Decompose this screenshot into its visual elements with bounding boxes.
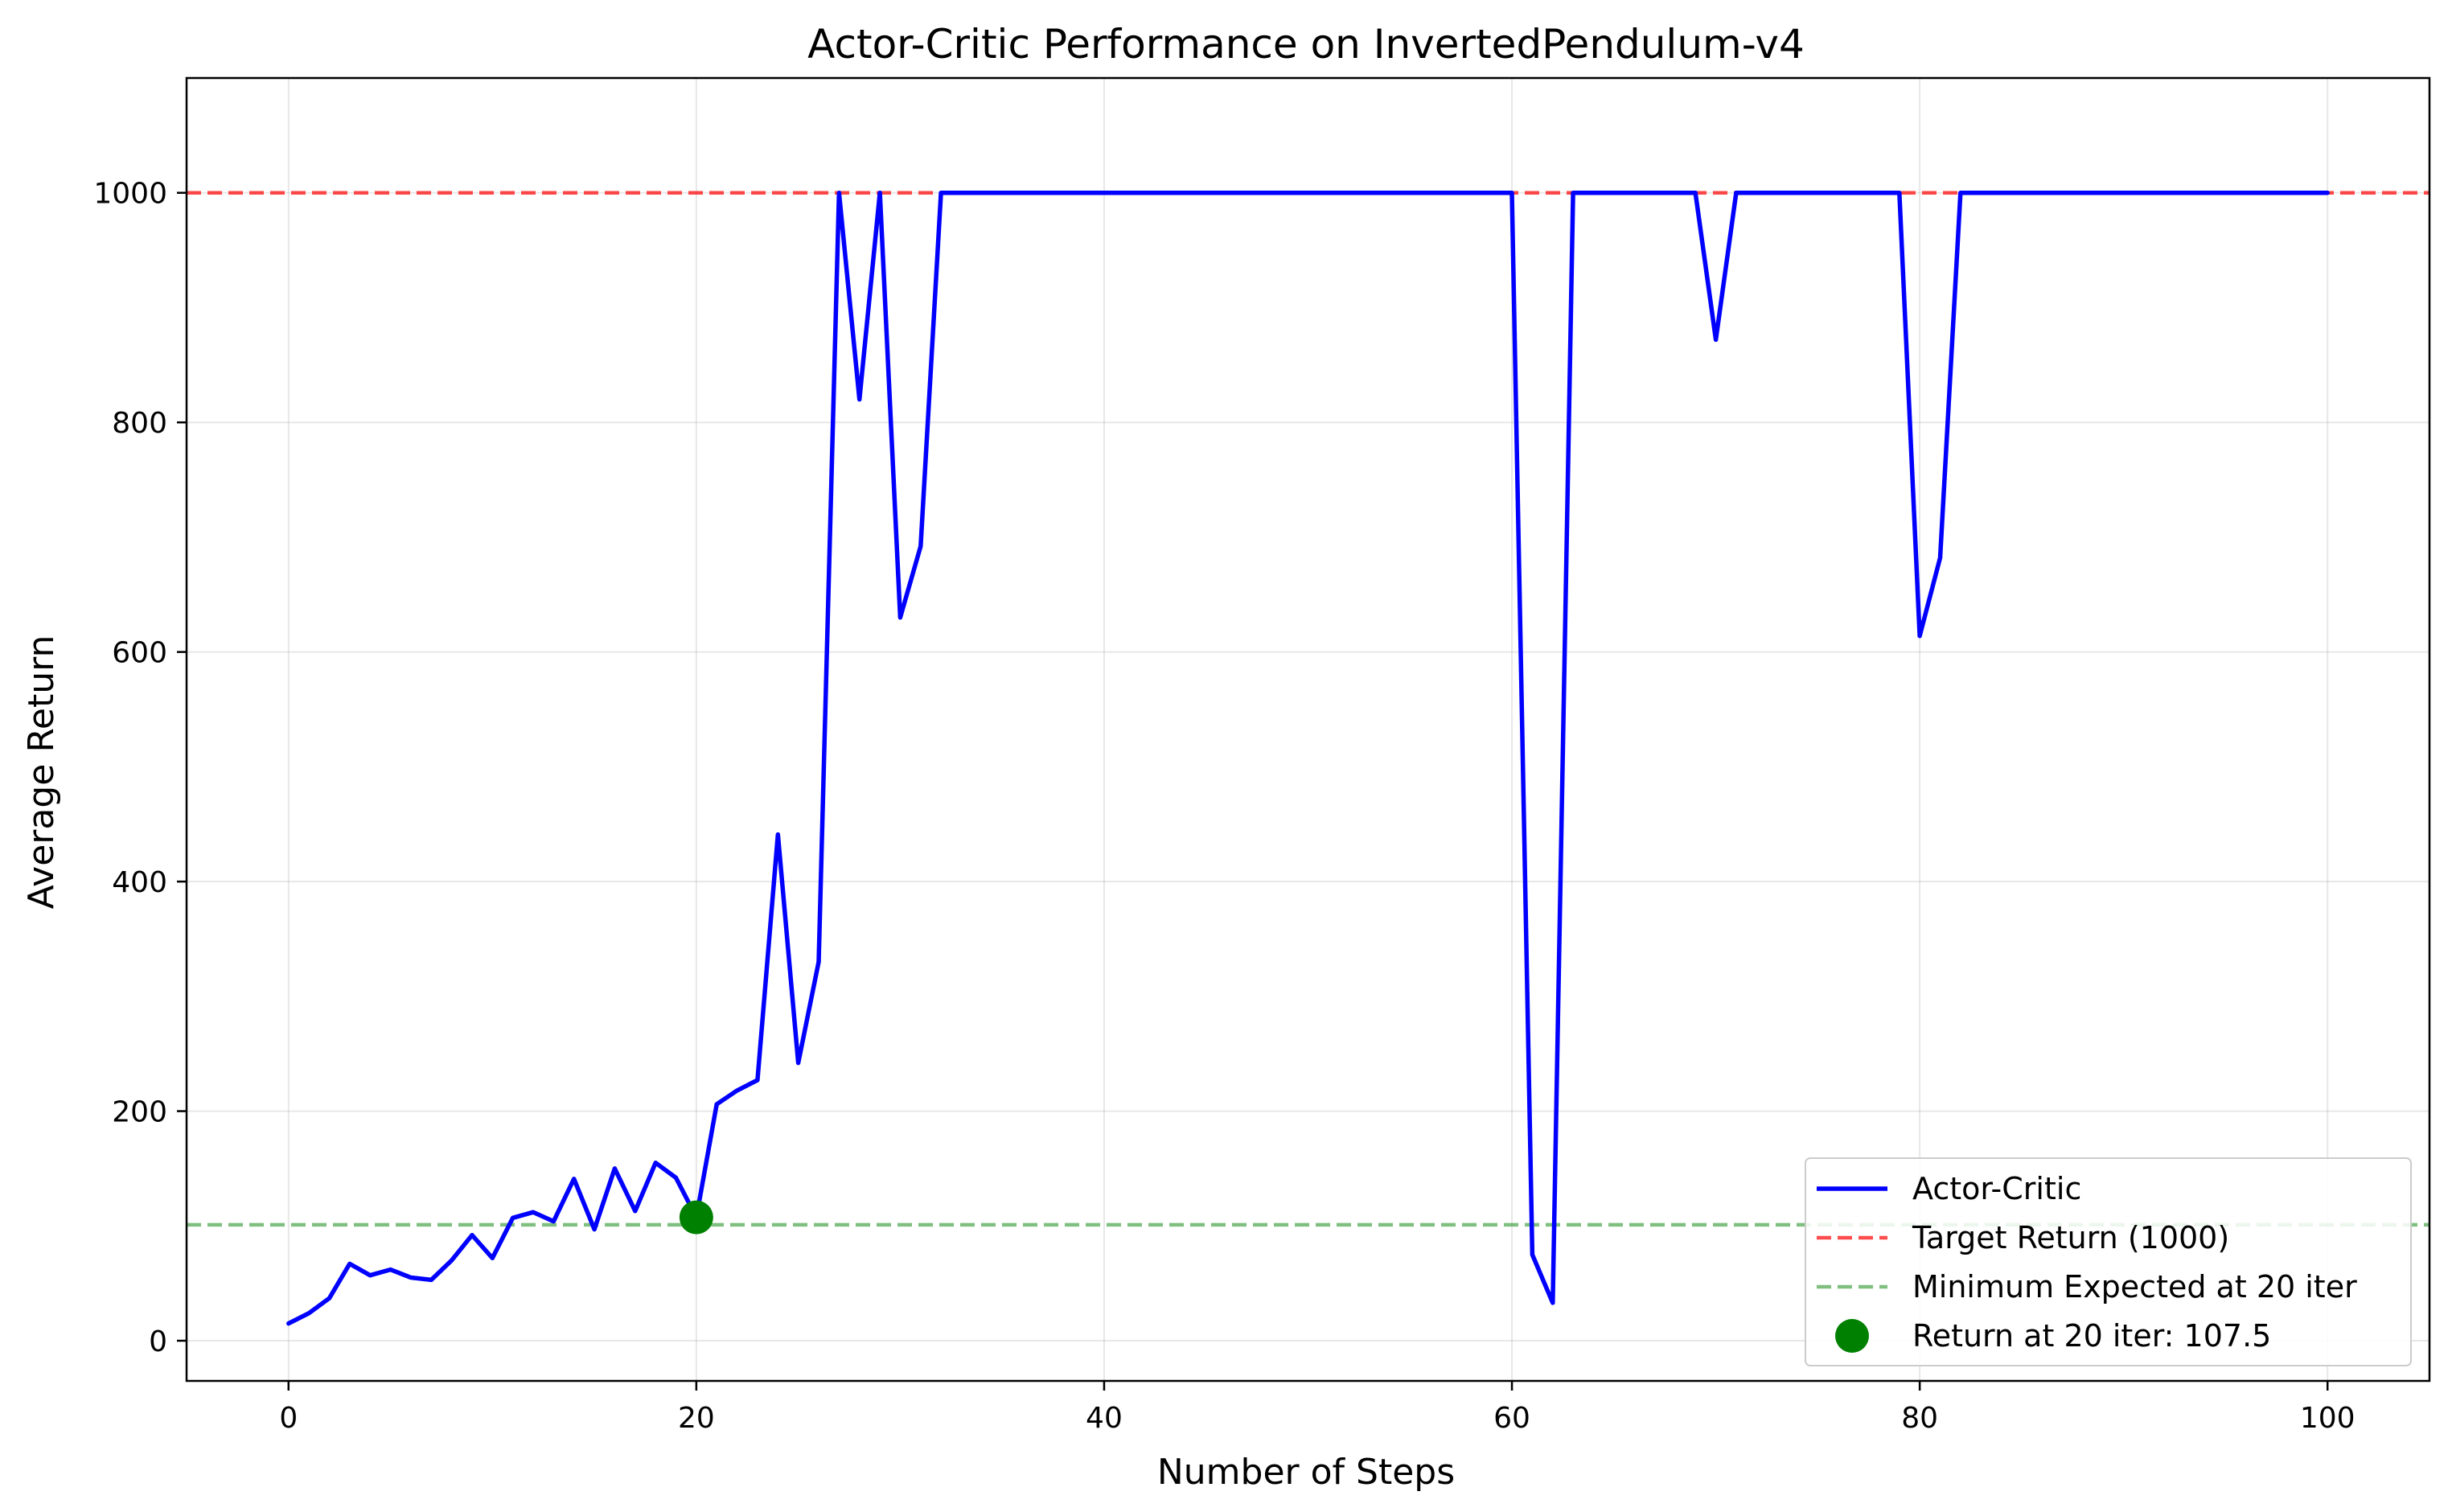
chart-title: Actor-Critic Performance on InvertedPend…	[807, 21, 1805, 68]
legend-label-1: Target Return (1000)	[1912, 1220, 2229, 1255]
marker-point-0	[679, 1200, 713, 1235]
y-tick-label: 800	[112, 407, 167, 440]
x-tick-label: 40	[1086, 1402, 1123, 1435]
y-axis-label: Average Return	[21, 635, 62, 910]
y-tick-label: 0	[149, 1325, 167, 1358]
y-axis-ticks: 0 200 400 600 800 1000	[93, 178, 187, 1358]
series-lines	[286, 190, 2330, 1326]
grid	[187, 78, 2429, 1381]
x-tick-label: 60	[1493, 1402, 1530, 1435]
y-tick-label: 1000	[93, 178, 167, 211]
legend-label-2: Minimum Expected at 20 iter	[1912, 1269, 2357, 1305]
legend-label-0: Actor-Critic	[1912, 1171, 2081, 1206]
legend-label-3: Return at 20 iter: 107.5	[1912, 1318, 2271, 1354]
legend-box	[1805, 1157, 2412, 1366]
y-tick-label: 600	[112, 637, 167, 670]
series-line-0	[286, 190, 2330, 1326]
y-tick-label: 400	[112, 866, 167, 899]
y-tick-label: 200	[112, 1096, 167, 1129]
x-axis-label: Number of Steps	[1157, 1452, 1455, 1493]
markers	[679, 1200, 713, 1235]
x-tick-label: 100	[2300, 1402, 2355, 1435]
x-tick-label: 80	[1901, 1402, 1938, 1435]
legend-swatch-3	[1835, 1319, 1869, 1353]
x-tick-label: 0	[279, 1402, 298, 1435]
plot-frame	[185, 76, 2431, 1383]
reference-lines	[187, 191, 2429, 1227]
x-tick-label: 20	[678, 1402, 715, 1435]
x-axis-ticks: 0 20 40 60 80 100	[279, 1381, 2355, 1435]
legend: Actor-Critic Target Return (1000) Minimum …	[1805, 1157, 2412, 1366]
